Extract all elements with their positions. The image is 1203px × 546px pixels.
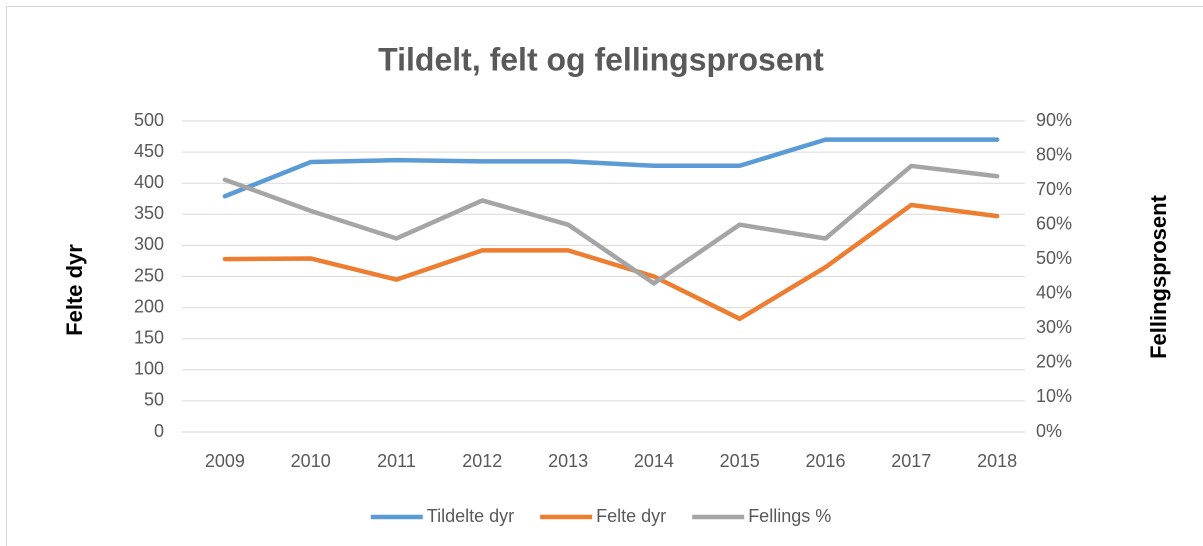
y2-tick-label: 80%: [1036, 144, 1072, 164]
y2-tick-label: 90%: [1036, 110, 1072, 130]
x-tick-label: 2018: [977, 451, 1017, 471]
y-tick-label: 200: [134, 296, 164, 316]
y2-tick-label: 30%: [1036, 317, 1072, 337]
legend-label: Tildelte dyr: [427, 506, 514, 526]
y2-tick-label: 50%: [1036, 248, 1072, 268]
legend-label: Felte dyr: [596, 506, 666, 526]
x-tick-label: 2009: [205, 451, 245, 471]
x-tick-label: 2013: [548, 451, 588, 471]
x-tick-label: 2012: [462, 451, 502, 471]
y2-tick-label: 70%: [1036, 179, 1072, 199]
y-tick-label: 150: [134, 327, 164, 347]
x-tick-label: 2011: [377, 451, 416, 471]
x-tick-label: 2014: [634, 451, 674, 471]
y-tick-label: 50: [144, 390, 164, 410]
series-line: [222, 202, 1000, 322]
y-tick-label: 0: [154, 421, 164, 441]
y-tick-label: 100: [134, 359, 164, 379]
x-tick-label: 2010: [291, 451, 331, 471]
x-tick-label: 2015: [720, 451, 760, 471]
chart-title: Tildelt, felt og fellingsprosent: [378, 41, 824, 77]
series-line: [222, 163, 1000, 286]
y-tick-label: 450: [134, 141, 164, 161]
series-line: [222, 137, 1000, 199]
y-tick-label: 400: [134, 172, 164, 192]
y2-axis-title: Fellingsprosent: [1146, 194, 1171, 358]
y-tick-label: 250: [134, 265, 164, 285]
y2-tick-label: 40%: [1036, 283, 1072, 303]
y-axis-title: Felte dyr: [62, 244, 87, 336]
y-tick-label: 350: [134, 203, 164, 223]
x-tick-label: 2016: [805, 451, 845, 471]
y2-tick-label: 0%: [1036, 421, 1062, 441]
legend-label: Fellings %: [748, 506, 831, 526]
y-tick-label: 500: [134, 110, 164, 130]
y-tick-label: 300: [134, 234, 164, 254]
y2-tick-label: 20%: [1036, 352, 1072, 372]
x-tick-label: 2017: [891, 451, 931, 471]
y2-tick-label: 10%: [1036, 386, 1072, 406]
y2-tick-label: 60%: [1036, 213, 1072, 233]
